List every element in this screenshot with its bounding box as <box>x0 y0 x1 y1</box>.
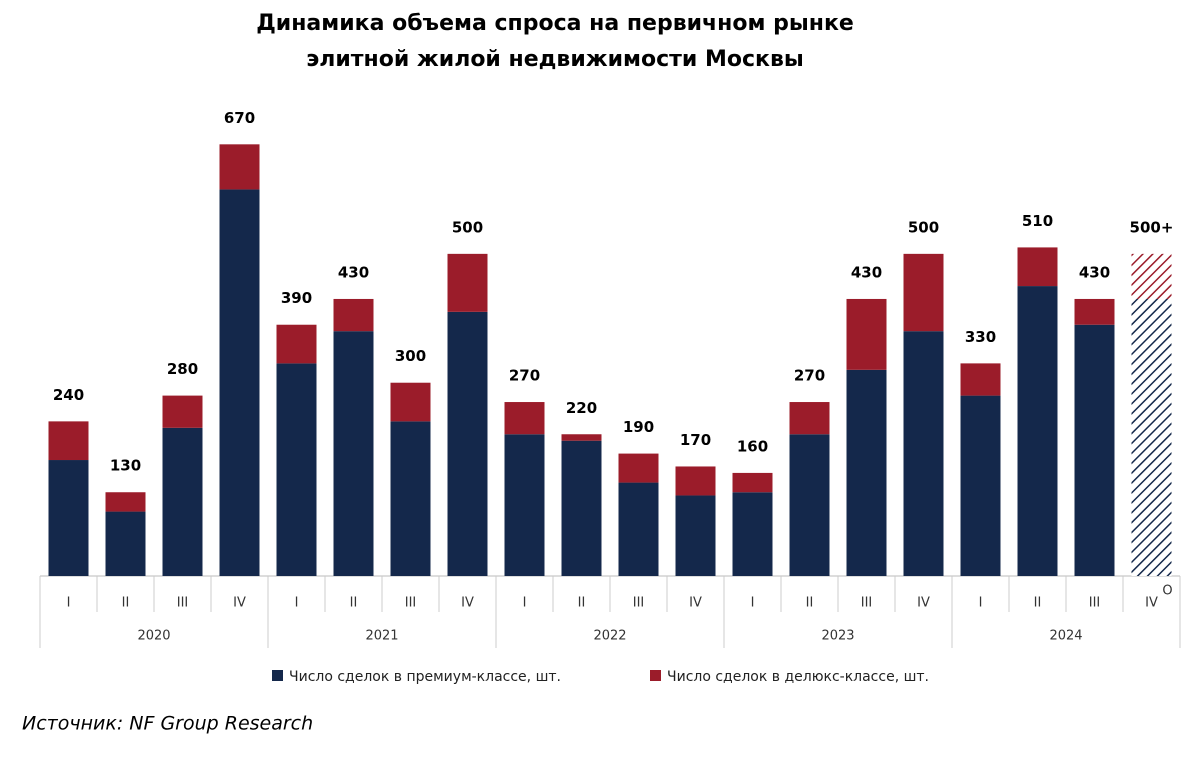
forecast-marker: O <box>1162 584 1172 599</box>
x-tick-label: III <box>405 596 417 611</box>
bar-segment <box>162 395 203 428</box>
bar-segment <box>1017 286 1058 576</box>
legend-label: Число сделок в делюкс-классе, шт. <box>667 669 929 685</box>
x-tick-label: II <box>806 596 814 611</box>
bar-segment <box>789 434 830 576</box>
year-label: 2022 <box>593 629 626 644</box>
bar-segment <box>105 492 146 512</box>
x-tick-label: I <box>523 596 527 611</box>
year-label: 2020 <box>137 629 170 644</box>
total-label: 500 <box>908 218 939 236</box>
source: Источник: NF Group Research <box>22 713 313 735</box>
x-tick-label: I <box>979 596 983 611</box>
bar-segment <box>219 144 260 190</box>
total-label: 500+ <box>1130 218 1174 236</box>
bar-segment <box>48 460 89 576</box>
total-label: 270 <box>509 367 540 385</box>
x-tick-label: IV <box>1145 596 1158 611</box>
total-label: 130 <box>110 457 141 475</box>
x-tick-label: I <box>295 596 299 611</box>
total-label: 190 <box>623 418 654 436</box>
bar-segment <box>1131 253 1172 299</box>
bar-segment <box>732 492 773 576</box>
total-label: 240 <box>53 386 84 404</box>
bar-segment <box>390 421 431 576</box>
bar-segment <box>846 298 887 370</box>
bar-segment <box>162 427 203 576</box>
total-label: 220 <box>566 399 597 417</box>
chart-title: Динамика объема спроса на первичном рынк… <box>256 11 854 36</box>
x-tick-label: IV <box>461 596 474 611</box>
bar-segment <box>447 311 488 576</box>
bar-segment <box>333 331 374 576</box>
total-label: 430 <box>851 263 882 281</box>
legend-swatch <box>272 670 283 681</box>
bar-segment <box>789 402 830 435</box>
chart-subtitle: элитной жилой недвижимости Москвы <box>306 47 804 72</box>
bar-segment <box>1131 298 1172 576</box>
bar-segment <box>276 363 317 576</box>
year-label: 2021 <box>365 629 398 644</box>
total-label: 390 <box>281 289 312 307</box>
legend-swatch <box>650 670 661 681</box>
bar-segment <box>903 331 944 576</box>
x-tick-label: II <box>122 596 130 611</box>
x-tick-label: I <box>67 596 71 611</box>
total-label: 280 <box>167 360 198 378</box>
legend-label: Число сделок в премиум-классе, шт. <box>289 669 561 685</box>
bar-segment <box>333 298 374 332</box>
x-tick-label: II <box>350 596 358 611</box>
bar-segment <box>561 434 602 441</box>
bar-segment <box>504 434 545 576</box>
total-label: 500 <box>452 218 483 236</box>
x-tick-label: II <box>1034 596 1042 611</box>
bar-segment <box>618 482 659 576</box>
total-label: 670 <box>224 109 255 127</box>
total-label: 330 <box>965 328 996 346</box>
bar-segment <box>675 495 716 576</box>
x-tick-label: IV <box>917 596 930 611</box>
x-tick-label: I <box>751 596 755 611</box>
bar-segment <box>504 402 545 435</box>
bar-segment <box>390 382 431 422</box>
x-tick-label: III <box>177 596 189 611</box>
bar-segment <box>276 324 317 364</box>
year-label: 2023 <box>821 629 854 644</box>
bar-segment <box>48 421 89 461</box>
x-tick-label: II <box>578 596 586 611</box>
bar-segment <box>447 253 488 312</box>
bar-segment <box>219 189 260 576</box>
x-tick-label: III <box>1089 596 1101 611</box>
bar-segment <box>675 466 716 496</box>
bar-segment <box>732 472 773 493</box>
x-tick-label: IV <box>233 596 246 611</box>
bar-segment <box>960 395 1001 576</box>
bar-segment <box>105 511 146 576</box>
year-label: 2024 <box>1049 629 1082 644</box>
total-label: 160 <box>737 437 768 455</box>
bar-segment <box>561 440 602 576</box>
bar-segment <box>1017 247 1058 287</box>
total-label: 270 <box>794 367 825 385</box>
x-tick-label: IV <box>689 596 702 611</box>
x-tick-label: III <box>633 596 645 611</box>
bar-segment <box>1074 324 1115 576</box>
bar-segment <box>960 363 1001 396</box>
bar-segment <box>618 453 659 483</box>
total-label: 300 <box>395 347 426 365</box>
total-label: 430 <box>338 263 369 281</box>
bar-segment <box>903 253 944 332</box>
x-tick-label: III <box>861 596 873 611</box>
bar-segment <box>846 369 887 576</box>
total-label: 170 <box>680 431 711 449</box>
total-label: 430 <box>1079 263 1110 281</box>
bar-segment <box>1074 298 1115 325</box>
total-label: 510 <box>1022 212 1053 230</box>
